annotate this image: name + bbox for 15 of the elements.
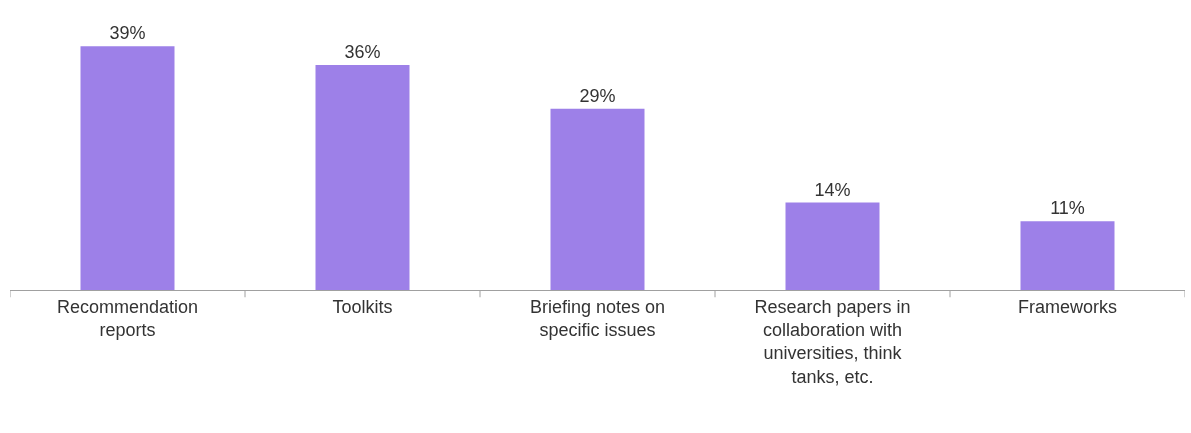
x-tick-label: Research papers in collaboration with universities, think tanks, etc. bbox=[754, 296, 911, 387]
data-label: 39% bbox=[109, 23, 146, 44]
data-label: 11% bbox=[1050, 198, 1085, 219]
x-tick-label: Frameworks bbox=[1017, 296, 1118, 317]
bar bbox=[80, 46, 175, 290]
data-label: 14% bbox=[814, 179, 851, 200]
bar bbox=[785, 202, 880, 290]
bar bbox=[550, 108, 645, 290]
x-tick-label: Recommendation reports bbox=[56, 296, 199, 340]
data-label: 36% bbox=[344, 42, 381, 63]
x-tick-label: Briefing notes on specific issues bbox=[529, 296, 666, 340]
bar bbox=[1020, 221, 1115, 290]
bar bbox=[315, 65, 410, 290]
x-tick-label: Toolkits bbox=[332, 296, 393, 317]
data-label: 29% bbox=[579, 85, 616, 106]
